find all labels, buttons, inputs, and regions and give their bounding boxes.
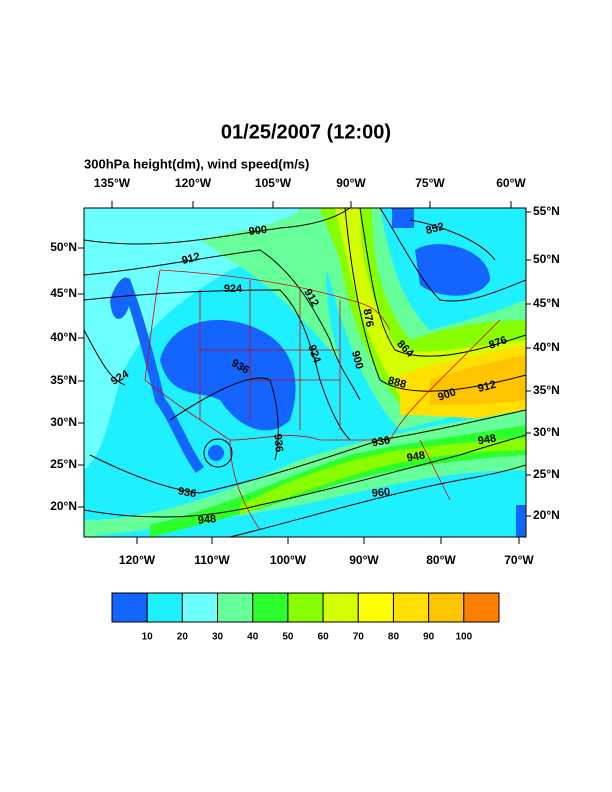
colorbar-box: [357, 592, 394, 623]
lat-label: 55°N: [533, 204, 560, 218]
lon-label: 90°W: [336, 176, 366, 190]
borders: [144, 269, 501, 531]
contour-label: 876: [361, 308, 376, 328]
colorbar-label: 40: [247, 632, 259, 643]
lon-label: 80°W: [426, 553, 456, 567]
contour-label: 960: [371, 486, 390, 500]
contour-label: 876: [487, 334, 508, 352]
lon-label: 110°W: [194, 553, 230, 567]
map-fill: [84, 208, 526, 537]
lat-label: 50°N: [50, 240, 77, 254]
contour-label: 948: [477, 432, 497, 447]
colorbar-label: 60: [318, 632, 330, 643]
lat-label: 30°N: [50, 415, 77, 429]
lon-label: 135°W: [94, 176, 131, 190]
colorbar-box: [181, 592, 219, 623]
contour-label: 936: [177, 485, 197, 500]
contour-label: 948: [197, 513, 216, 527]
colorbar-label: 10: [142, 632, 154, 643]
lat-label: 30°N: [533, 425, 560, 439]
lon-label: 90°W: [349, 553, 379, 567]
colorbar-box: [322, 592, 359, 623]
map-frame: [83, 207, 527, 538]
lat-label: 50°N: [533, 252, 560, 266]
lat-label: 20°N: [50, 499, 77, 513]
lon-label: 120°W: [175, 176, 212, 190]
colorbar-box: [287, 592, 324, 623]
lon-label: 70°W: [504, 553, 534, 567]
colorbar-label: 50: [282, 632, 294, 643]
subtitle: 300hPa height(dm), wind speed(m/s): [84, 156, 309, 171]
lat-label: 45°N: [533, 296, 560, 310]
contour-label: 924: [224, 283, 243, 295]
lat-label: 20°N: [533, 508, 560, 522]
contour-label: 900: [248, 224, 268, 238]
lat-label: 35°N: [50, 373, 77, 387]
contour-label: 852: [425, 221, 446, 237]
contour-label: 888: [387, 375, 408, 391]
contour-label: 912: [477, 379, 498, 395]
lat-label: 40°N: [533, 340, 560, 354]
contour-label: 900: [436, 386, 457, 404]
colorbar-box: [146, 592, 183, 623]
colorbar-box: [463, 592, 500, 623]
colorbar-label: 70: [353, 632, 365, 643]
contour-label: 912: [181, 251, 202, 267]
lon-label: 120°W: [119, 553, 156, 567]
contour-label: 900: [349, 350, 365, 371]
colorbar-label: 100: [455, 632, 472, 643]
lat-label: 35°N: [533, 383, 560, 397]
lat-label: 40°N: [50, 330, 77, 344]
colorbar-label: 80: [388, 632, 400, 643]
lat-label: 25°N: [533, 467, 560, 481]
contour-label: 948: [406, 449, 426, 464]
colorbar-label: 30: [212, 632, 224, 643]
lon-label: 60°W: [496, 176, 526, 190]
contour-label: 936: [271, 433, 285, 452]
colorbar-box: [428, 592, 465, 623]
contour-label: 936: [371, 434, 391, 449]
colorbar-label: 20: [177, 632, 189, 643]
lon-label: 75°W: [415, 176, 445, 190]
lon-label: 105°W: [255, 176, 292, 190]
colorbar-label: 90: [423, 632, 435, 643]
colorbar-box: [217, 592, 254, 623]
title: 01/25/2007 (12:00): [221, 121, 391, 143]
colorbar-box: [252, 592, 289, 623]
colorbar-box: [392, 592, 430, 623]
lat-label: 25°N: [50, 457, 77, 471]
contours: [84, 208, 526, 537]
lon-label: 100°W: [270, 553, 307, 567]
lat-label: 45°N: [50, 286, 77, 300]
colorbar-box: [111, 592, 148, 623]
